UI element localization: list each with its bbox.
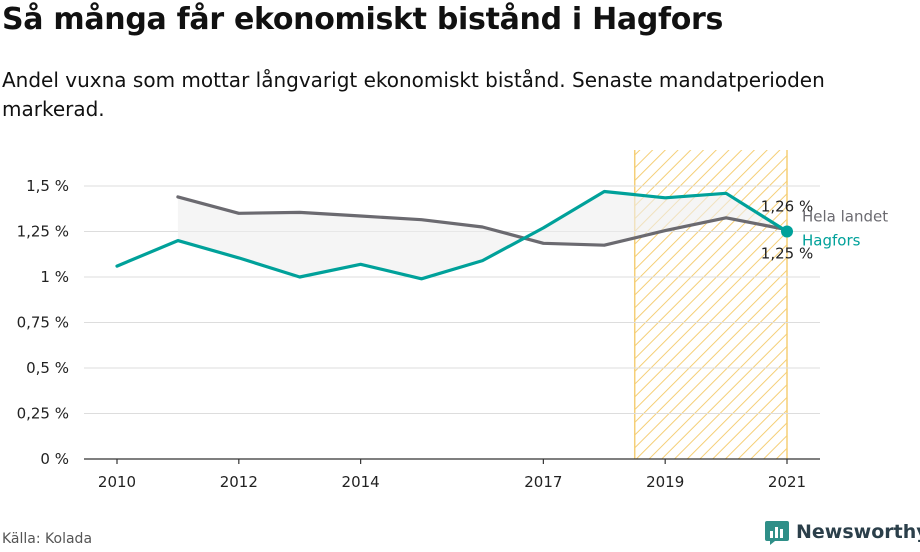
difference-area [177, 191, 787, 279]
end-value-label-national: 1,26 % [761, 198, 813, 216]
y-tick-label: 1,5 % [26, 177, 69, 195]
x-tick-label: 2010 [98, 473, 136, 491]
series-label-hagfors: Hagfors [802, 232, 861, 250]
series-line-hela-landet [176, 195, 789, 247]
y-tick-label: 0,5 % [26, 359, 69, 377]
chart-subtitle: Andel vuxna som mottar långvarigt ekonom… [2, 68, 825, 121]
end-point-hagfors [781, 225, 793, 238]
x-tick-label: 2019 [646, 473, 684, 491]
x-tick-label: 2012 [220, 473, 258, 491]
chart-title: Så många får ekonomiskt bistånd i Hagfor… [2, 2, 724, 37]
y-tick-label: 1,25 % [17, 223, 69, 241]
y-tick-label: 0 % [40, 450, 69, 468]
brand-logo: Newsworthy [764, 519, 920, 545]
x-tick-label: 2014 [342, 473, 380, 491]
source-note: Källa: Kolada [2, 531, 93, 547]
newsworthy-logo-icon [765, 521, 789, 545]
y-tick-label: 0,75 % [17, 314, 69, 332]
series-line-hagfors [115, 189, 789, 281]
series-label-national: Hela landet [802, 208, 888, 226]
end-value-label-hagfors: 1,25 % [761, 245, 813, 263]
y-tick-label: 0,25 % [17, 405, 69, 423]
x-tick-label: 2017 [524, 473, 562, 491]
x-tick-label: 2021 [768, 473, 806, 491]
brand-name: Newsworthy [796, 521, 920, 543]
y-tick-label: 1 % [40, 268, 69, 286]
